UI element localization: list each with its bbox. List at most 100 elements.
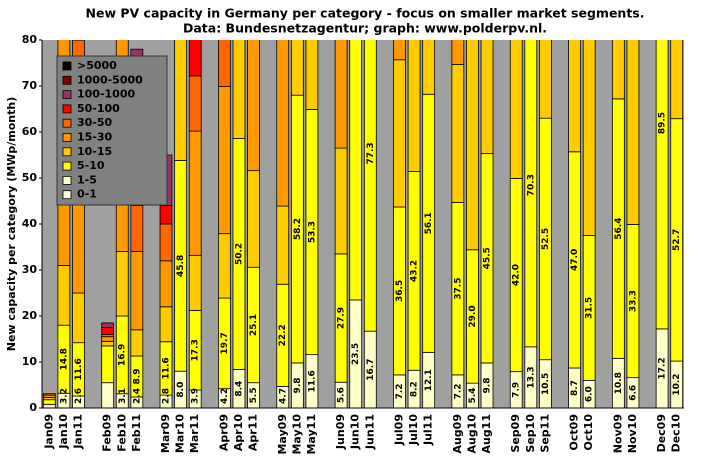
data-label: 8.0 (176, 382, 186, 398)
bar-segment (115, 251, 129, 317)
data-label: 31.5 (585, 297, 595, 319)
data-label: 3.9 (191, 388, 201, 404)
chart-title: New PV capacity in Germany per category … (86, 6, 645, 21)
bar-segment (42, 403, 56, 408)
bar-segment (218, 233, 231, 299)
data-label: 4.2 (220, 388, 230, 404)
bar-segment (582, 40, 596, 236)
bar-segment (218, 40, 231, 87)
data-label: 56.1 (424, 212, 434, 234)
x-tick-label: Jan09 (42, 414, 55, 450)
data-label: 89.5 (658, 112, 668, 134)
bar-segment (130, 251, 144, 331)
bar-segment (539, 40, 552, 119)
x-tick-label: Jul10 (407, 414, 420, 446)
bar-segment (101, 345, 115, 384)
data-label: 50.2 (234, 243, 244, 265)
bar-segment (159, 223, 173, 262)
data-label: 58.2 (293, 218, 303, 240)
bar-segment (72, 40, 85, 41)
x-tick-label: Dec10 (670, 414, 683, 453)
y-tick-label: 50 (22, 171, 38, 184)
bar-segment (101, 322, 115, 328)
data-label: 5.6 (337, 387, 347, 403)
y-tick-label: 40 (22, 217, 38, 230)
x-tick-label: Mar09 (159, 414, 172, 453)
bar-segment (57, 264, 71, 326)
bar-segment (188, 75, 202, 132)
x-tick-label: Oct09 (568, 414, 581, 450)
legend-box (56, 55, 168, 206)
x-tick-label: Feb11 (130, 414, 143, 452)
x-tick-label: Sep10 (524, 414, 537, 453)
legend-swatch (62, 104, 72, 114)
data-label: 2.8 (162, 388, 172, 404)
x-tick-label: Aug09 (451, 414, 464, 454)
bar-segment (218, 86, 231, 235)
x-tick-label: Oct10 (582, 414, 595, 451)
bar-segment (101, 327, 115, 335)
data-label: 16.7 (366, 358, 376, 380)
bar-segment (188, 254, 202, 311)
data-label: 77.3 (366, 142, 376, 164)
legend-swatch (62, 190, 72, 200)
x-tick-label: Mar10 (174, 414, 187, 453)
x-tick-label: Jan11 (71, 414, 84, 450)
legend-swatch (62, 61, 72, 71)
bar-segment (466, 40, 479, 251)
x-tick-label: Dec09 (655, 414, 668, 452)
bar-segment (101, 340, 115, 347)
data-label: 25.1 (249, 314, 259, 336)
x-tick-label: Jun10 (349, 414, 362, 450)
legend-label: >5000 (77, 59, 117, 72)
data-label: 53.3 (307, 221, 317, 243)
data-label: 56.4 (614, 217, 624, 239)
data-label: 11.6 (162, 357, 172, 379)
x-tick-label: Jul09 (392, 414, 405, 446)
bar-segment (290, 40, 304, 96)
data-label: 9.8 (293, 377, 303, 393)
data-label: 29.0 (468, 305, 478, 327)
bar-segment (393, 40, 406, 61)
data-label: 22.2 (278, 324, 288, 346)
x-tick-label: Sep11 (538, 414, 551, 453)
y-tick-label: 10 (22, 355, 38, 368)
data-label: 12.1 (424, 369, 434, 391)
data-label: 23.5 (351, 343, 361, 365)
x-tick-label: Feb09 (101, 414, 114, 452)
x-tick-label: Jan10 (57, 414, 70, 450)
legend-swatch (62, 90, 72, 99)
bar-segment (188, 130, 202, 256)
data-label: 47.0 (570, 249, 580, 271)
data-label: 45.5 (483, 247, 493, 269)
data-label: 7.2 (395, 383, 405, 399)
x-tick-label: Sep09 (509, 414, 522, 453)
data-label: 2.4 (132, 388, 142, 404)
data-label: 7.2 (453, 383, 463, 399)
bar-segment (276, 205, 290, 285)
y-tick-label: 20 (22, 309, 38, 322)
data-label: 33.3 (628, 290, 638, 312)
bar-segment (101, 382, 115, 408)
bar-segment (247, 170, 260, 268)
legend-label: 50-100 (77, 102, 120, 115)
bar-segment (655, 40, 669, 330)
bar-segment (393, 59, 406, 208)
x-tick-label: Aug11 (480, 414, 493, 454)
data-label: 36.5 (395, 280, 405, 302)
x-tick-label: Jul11 (422, 414, 435, 446)
bar-segment (363, 40, 377, 332)
data-label: 11.6 (74, 358, 84, 380)
data-label: 17.2 (658, 357, 668, 379)
data-label: 5.5 (249, 387, 259, 403)
bars (42, 40, 684, 408)
data-label: 11.6 (307, 370, 317, 392)
data-label: 6.0 (585, 386, 595, 402)
bar-segment (188, 40, 202, 77)
x-tick-label: Jun09 (334, 414, 347, 450)
bar-segment (568, 40, 581, 153)
bar-segment (72, 292, 85, 344)
y-axis-label: New capacity per category (MWp/month) (5, 97, 18, 352)
legend-label: 15-30 (77, 131, 113, 144)
